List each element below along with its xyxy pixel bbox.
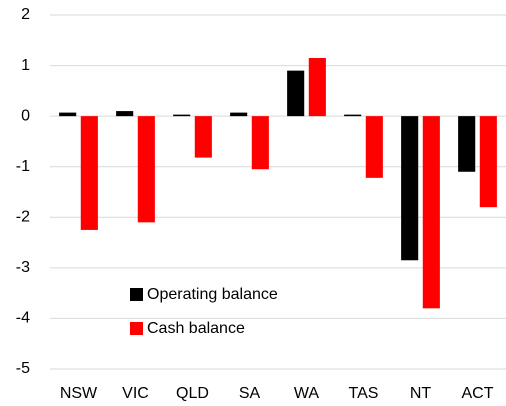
bar [194,116,212,158]
bar [116,111,134,117]
x-tick-label: WA [294,385,320,402]
y-tick-label: -3 [16,259,30,276]
bar [80,116,98,230]
x-tick-label: VIC [122,385,149,402]
x-tick-label: SA [239,385,261,402]
legend-swatch [130,288,143,301]
bar [287,70,305,117]
bar [365,116,383,178]
x-tick-label: QLD [176,385,209,402]
bar [401,116,419,261]
legend-swatch [130,322,143,335]
y-tick-label: -1 [16,158,30,175]
bar [137,116,155,223]
x-tick-label: ACT [462,385,494,402]
bar [173,114,191,117]
y-tick-label: -4 [16,310,30,327]
bar [59,112,77,117]
bar [479,116,497,208]
bar [344,114,362,117]
x-tick-label: NT [410,385,432,402]
y-tick-label: 0 [21,107,30,124]
y-tick-label: -5 [16,360,30,377]
bar [230,112,248,117]
legend-label: Cash balance [147,320,245,337]
legend-label: Operating balance [147,286,278,303]
x-tick-label: TAS [349,385,379,402]
bar [308,57,326,117]
y-tick-label: 2 [21,6,30,23]
bar [458,116,476,172]
bar [251,116,269,170]
y-tick-label: 1 [21,57,30,74]
bar [422,116,440,309]
y-tick-label: -2 [16,209,30,226]
x-tick-label: NSW [60,385,98,402]
